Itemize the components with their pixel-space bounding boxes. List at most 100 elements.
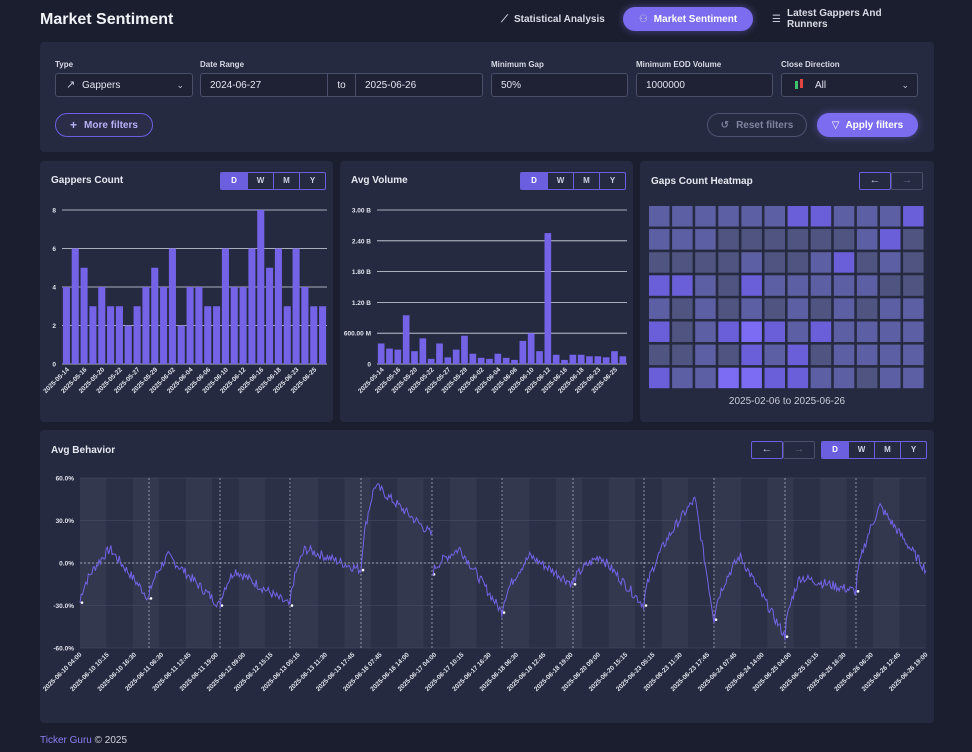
heatmap-cell xyxy=(880,298,901,319)
heatmap-cell xyxy=(833,206,855,227)
period-w-button[interactable]: W xyxy=(247,173,273,189)
period-d-button[interactable]: D xyxy=(221,173,247,189)
apply-filters-button[interactable]: ▽ Apply filters xyxy=(817,113,918,137)
period-m-button[interactable]: M xyxy=(273,173,299,189)
footer-brand-link[interactable]: Ticker Guru xyxy=(40,735,92,746)
arrow-left-icon[interactable]: ← xyxy=(751,441,783,459)
chevron-down-icon: ⌄ xyxy=(901,80,909,90)
heatmap-cell xyxy=(810,321,832,342)
period-y-button[interactable]: Y xyxy=(299,173,325,189)
heatmap-panel: Gaps Count Heatmap ← → 2025-02-06 to 2025… xyxy=(640,161,934,422)
bar xyxy=(511,359,518,364)
period-w-button[interactable]: W xyxy=(848,442,874,458)
period-d-button[interactable]: D xyxy=(521,173,547,189)
nav-latest-gappers[interactable]: ☰ Latest Gappers And Runners xyxy=(772,7,922,31)
arrow-right-icon[interactable]: → xyxy=(891,172,923,190)
bar xyxy=(586,356,593,364)
heatmap-cell xyxy=(787,367,809,389)
date-range-label: Date Range xyxy=(200,60,245,69)
heatmap-cell xyxy=(672,275,693,296)
y-tick-label: 0 xyxy=(367,362,371,369)
heatmap-cell xyxy=(856,275,878,296)
bar xyxy=(544,233,552,364)
period-m-button[interactable]: M xyxy=(573,173,599,189)
bar xyxy=(319,306,327,364)
gappers-count-title: Gappers Count xyxy=(51,175,124,186)
y-tick-label: -30.0% xyxy=(53,603,74,610)
bar xyxy=(611,351,618,364)
heatmap-cell xyxy=(649,298,670,319)
bar xyxy=(419,338,427,364)
heatmap-cell xyxy=(649,321,670,342)
nav-statistical-analysis[interactable]: ⟋ Statistical Analysis xyxy=(501,7,611,31)
heatmap-cell xyxy=(856,321,878,342)
min-volume-input[interactable]: 1000000 xyxy=(636,73,773,97)
min-volume-label: Minimum EOD Volume xyxy=(636,60,722,69)
heatmap-cell xyxy=(833,275,855,296)
session-open-point xyxy=(361,568,365,572)
min-gap-input[interactable]: 50% xyxy=(491,73,628,97)
period-d-button[interactable]: D xyxy=(822,442,848,458)
bar xyxy=(204,306,212,364)
heatmap-cell xyxy=(833,321,855,342)
behavior-line xyxy=(79,483,927,641)
heatmap-cell xyxy=(741,252,762,273)
heatmap-cell xyxy=(718,321,739,342)
y-tick-label: 1.20 B xyxy=(352,300,371,307)
heatmap-cell xyxy=(880,344,901,366)
heatmap-cell xyxy=(856,252,878,273)
period-y-button[interactable]: Y xyxy=(900,442,926,458)
chevron-down-icon: ⌄ xyxy=(176,80,184,90)
heatmap-cell xyxy=(741,321,762,342)
bar xyxy=(427,358,435,364)
heatmap-cell xyxy=(718,275,739,296)
heatmap-cell xyxy=(787,206,809,227)
heatmap-cell xyxy=(833,344,855,366)
close-direction-value: All xyxy=(815,79,827,91)
close-direction-select[interactable]: All ⌄ xyxy=(781,73,918,97)
bar xyxy=(301,287,309,364)
heatmap-cell xyxy=(880,206,901,227)
heatmap-cell xyxy=(649,344,670,366)
more-filters-button[interactable]: + More filters xyxy=(55,113,153,137)
period-y-button[interactable]: Y xyxy=(599,173,625,189)
heatmap-cell xyxy=(695,344,716,366)
y-tick-label: 600.00 M xyxy=(344,331,371,338)
heatmap-cell xyxy=(672,344,693,366)
period-m-button[interactable]: M xyxy=(874,442,900,458)
bar xyxy=(394,349,402,364)
arrow-left-icon[interactable]: ← xyxy=(859,172,891,190)
session-open-point xyxy=(785,635,789,638)
bar xyxy=(142,287,150,364)
heatmap-cell xyxy=(718,344,739,366)
y-tick-label: 0 xyxy=(52,362,56,369)
arrow-right-icon[interactable]: → xyxy=(783,441,815,459)
date-from-input[interactable]: 2024-06-27 xyxy=(200,73,328,97)
bar xyxy=(486,358,493,364)
session-open-point xyxy=(573,582,577,586)
reset-filters-button[interactable]: ↺ Reset filters xyxy=(707,113,807,137)
heatmap-cell xyxy=(695,229,716,250)
period-w-button[interactable]: W xyxy=(547,173,573,189)
heatmap-cell xyxy=(672,367,693,389)
heatmap-cell xyxy=(880,321,901,342)
heatmap-cell xyxy=(833,252,855,273)
bar xyxy=(107,306,115,364)
heatmap-cell xyxy=(787,252,809,273)
close-direction-label: Close Direction xyxy=(781,60,840,69)
type-select[interactable]: ↗ Gappers ⌄ xyxy=(55,73,193,97)
heatmap-cell xyxy=(880,252,901,273)
session-open-point xyxy=(714,618,718,621)
heatmap-cell xyxy=(764,229,785,250)
bar xyxy=(292,248,300,364)
heatmap-cell xyxy=(764,321,785,342)
page-title: Market Sentiment xyxy=(40,11,174,28)
heatmap-cell xyxy=(695,367,716,389)
type-label: Type xyxy=(55,60,74,69)
nav-market-sentiment[interactable]: ⚇ Market Sentiment xyxy=(623,7,753,31)
date-to-input[interactable]: 2025-06-26 xyxy=(355,73,483,97)
session-open-point xyxy=(644,604,648,607)
